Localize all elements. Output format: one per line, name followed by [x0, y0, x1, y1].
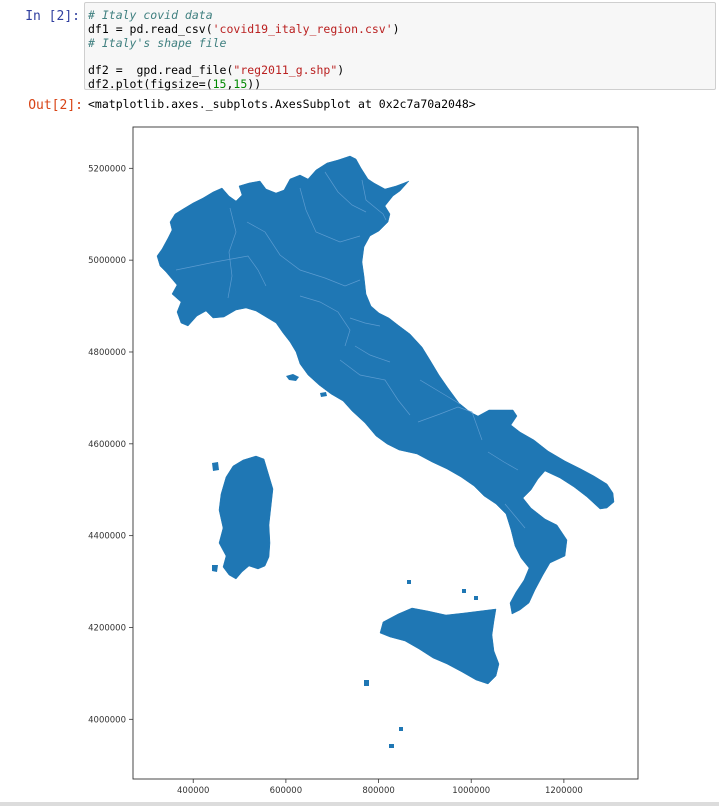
italy-mainland-shape	[156, 155, 615, 615]
bottom-divider	[0, 802, 719, 806]
code-input-cell[interactable]: # Italy covid data df1 = pd.read_csv('co…	[84, 2, 716, 92]
code-token: ,	[226, 76, 234, 91]
code-editor[interactable]: # Italy covid data df1 = pd.read_csv('co…	[88, 8, 400, 92]
y-tick-label: 4000000	[88, 715, 126, 725]
code-token: ))	[247, 76, 262, 91]
plot-axes-frame	[132, 126, 639, 780]
sardinia-shape	[218, 455, 274, 580]
x-tick-label: 800000	[362, 786, 394, 796]
code-comment: # Italy's shape file	[88, 35, 227, 50]
capri-ischia-shape	[320, 392, 327, 397]
code-token: )	[392, 21, 400, 36]
region-borders	[175, 171, 526, 529]
italy-map	[156, 155, 615, 748]
ustica-shape	[407, 580, 411, 584]
code-token: df2.plot(figsize=(	[88, 76, 213, 91]
linosa-shape	[389, 744, 394, 748]
corsica-tip-shape	[212, 462, 219, 471]
y-tick-label: 5200000	[88, 164, 126, 174]
x-tick-label: 1000000	[452, 786, 490, 796]
y-tick-label: 4400000	[88, 532, 126, 542]
x-tick-label: 400000	[177, 786, 209, 796]
sardinia-isle-shape	[212, 565, 218, 572]
x-axis: 400000 600000 800000 1000000 1200000	[177, 779, 583, 796]
sicily-shape	[379, 607, 500, 685]
lampedusa-shape	[399, 727, 403, 731]
eolie-island-shape	[462, 589, 466, 593]
code-token: )	[337, 63, 345, 78]
code-string: "reg2011_g.shp"	[233, 63, 338, 78]
code-number: 15	[212, 76, 227, 91]
y-tick-label: 4800000	[88, 348, 126, 358]
pantelleria-shape	[364, 680, 369, 686]
y-tick-label: 4600000	[88, 440, 126, 450]
y-tick-label: 5000000	[88, 256, 126, 266]
code-token: df1 = pd.read_csv(	[88, 21, 213, 36]
elba-island-shape	[286, 374, 299, 381]
output-prompt: Out[2]:	[28, 98, 83, 113]
output-text: <matplotlib.axes._subplots.AxesSubplot a…	[88, 97, 476, 111]
code-number: 15	[233, 76, 248, 91]
code-token: df2 = gpd.read_file(	[88, 63, 234, 78]
y-tick-label: 4200000	[88, 623, 126, 633]
x-tick-label: 1200000	[545, 786, 583, 796]
code-comment: # Italy covid data	[88, 8, 213, 22]
input-prompt: In [2]:	[25, 9, 80, 24]
eolie-island-2-shape	[474, 596, 478, 600]
y-axis: 4000000 4200000 4400000 4600000 4800000 50000…	[88, 164, 133, 725]
code-string: 'covid19_italy_region.csv'	[212, 21, 393, 36]
x-tick-label: 600000	[270, 786, 302, 796]
